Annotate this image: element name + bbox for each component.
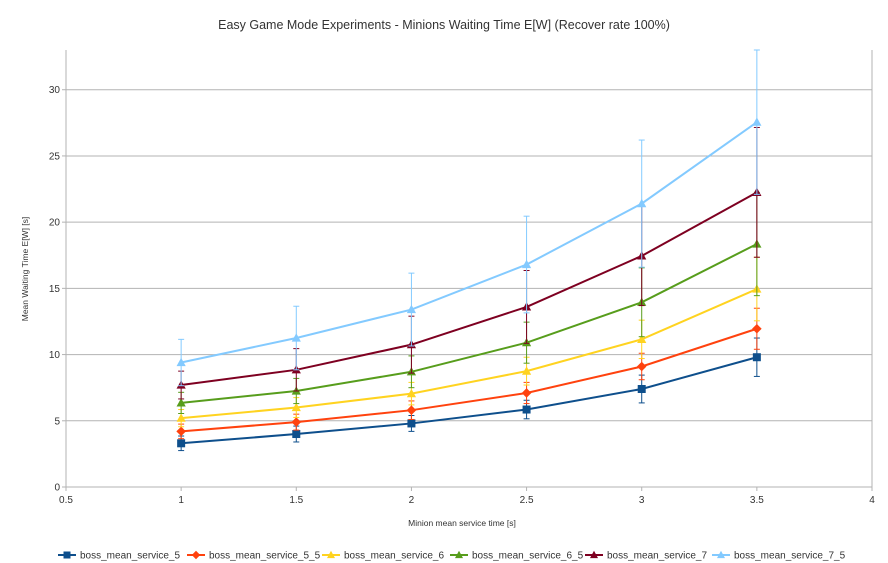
series-line-1 [181, 327, 758, 433]
data-point-5-0 [176, 357, 186, 367]
legend-item-0: boss_mean_service_5 [58, 551, 180, 562]
legend-label-4: boss_mean_service_7 [607, 551, 707, 562]
legend-swatch-marker-1 [191, 550, 201, 560]
legend-swatch-marker-4 [589, 550, 599, 559]
series-line-3 [181, 243, 758, 404]
data-point-5-2 [406, 304, 417, 314]
data-point-2-1 [291, 402, 301, 412]
legend-swatch-marker-5 [716, 550, 726, 559]
legend-label-3: boss_mean_service_6_5 [472, 551, 584, 562]
data-point-0-5 [752, 353, 761, 362]
y-tick-label-5: 25 [49, 151, 61, 162]
legend-label-2: boss_mean_service_6 [344, 551, 444, 562]
data-point-2-4 [637, 334, 647, 343]
legend-label-5: boss_mean_service_7_5 [734, 551, 846, 562]
data-point-1-4 [636, 361, 647, 372]
legend-item-5: boss_mean_service_7_5 [712, 551, 846, 562]
y-tick-label-4: 20 [49, 218, 61, 229]
legend-swatch-marker-3 [454, 550, 464, 559]
legend-item-3: boss_mean_service_6_5 [450, 551, 584, 562]
axes [62, 50, 873, 491]
chart-title: Easy Game Mode Experiments - Minions Wai… [218, 18, 670, 32]
x-axis-label: Minion mean service time [s] [408, 518, 516, 528]
data-point-1-5 [752, 323, 762, 334]
legend-label-0: boss_mean_service_5 [80, 551, 180, 562]
data-point-1-1 [291, 417, 302, 427]
data-point-2-3 [521, 366, 532, 375]
legend-item-2: boss_mean_service_6 [322, 551, 444, 562]
data-point-0-0 [177, 439, 186, 448]
data-point-2-2 [406, 388, 417, 398]
x-tick-label-3: 2 [409, 495, 415, 506]
y-tick-label-2: 10 [49, 350, 61, 361]
data-point-5-1 [291, 333, 301, 342]
legend-item-4: boss_mean_service_7 [585, 551, 707, 562]
series-line-2 [181, 288, 758, 420]
series-line-5 [180, 121, 758, 364]
series-boss_mean_service_5 [177, 337, 761, 452]
x-tick-label-7: 4 [869, 495, 875, 506]
data-point-0-4 [637, 385, 646, 394]
data-point-1-0 [176, 426, 186, 437]
x-tick-label-4: 2.5 [520, 495, 534, 506]
legend-swatch-marker-0 [63, 551, 71, 559]
y-axis-label: Mean Waiting Time E[W] [s] [20, 217, 30, 322]
legend-label-1: boss_mean_service_5_5 [209, 551, 321, 562]
data-point-0-3 [522, 405, 531, 414]
x-tick-label-2: 1.5 [289, 495, 303, 506]
series-boss_mean_service_7_5 [176, 49, 762, 387]
tick-labels: 0 5 10 15 20 25 30 0.5 1 1.5 2 2.5 3 3.5 4 [49, 85, 875, 506]
data-point-5-3 [521, 259, 532, 269]
data-point-0-2 [407, 419, 416, 428]
grid-layer [66, 89, 872, 422]
series-line-0 [181, 356, 758, 445]
x-tick-label-1: 1 [178, 495, 184, 506]
data-point-5-5 [752, 117, 762, 126]
legend: boss_mean_service_5 boss_mean_service_5_5… [58, 551, 846, 562]
data-point-2-0 [176, 413, 186, 422]
legend-swatch-marker-2 [326, 550, 336, 559]
data-point-3-0 [176, 398, 186, 407]
data-point-1-3 [521, 388, 532, 398]
y-tick-label-1: 5 [54, 416, 60, 427]
x-tick-label-6: 3.5 [750, 495, 764, 506]
y-tick-label-0: 0 [54, 483, 60, 494]
series-layer [176, 49, 762, 452]
series-line-4 [181, 191, 758, 387]
data-point-1-2 [406, 405, 417, 415]
y-tick-label-6: 30 [49, 85, 61, 96]
legend-item-1: boss_mean_service_5_5 [187, 551, 321, 562]
data-point-5-4 [637, 198, 647, 208]
data-point-0-1 [292, 430, 301, 439]
y-tick-label-3: 15 [49, 284, 61, 295]
x-tick-label-0: 0.5 [59, 495, 73, 506]
x-tick-label-5: 3 [639, 495, 645, 506]
series-boss_mean_service_6 [176, 256, 762, 428]
